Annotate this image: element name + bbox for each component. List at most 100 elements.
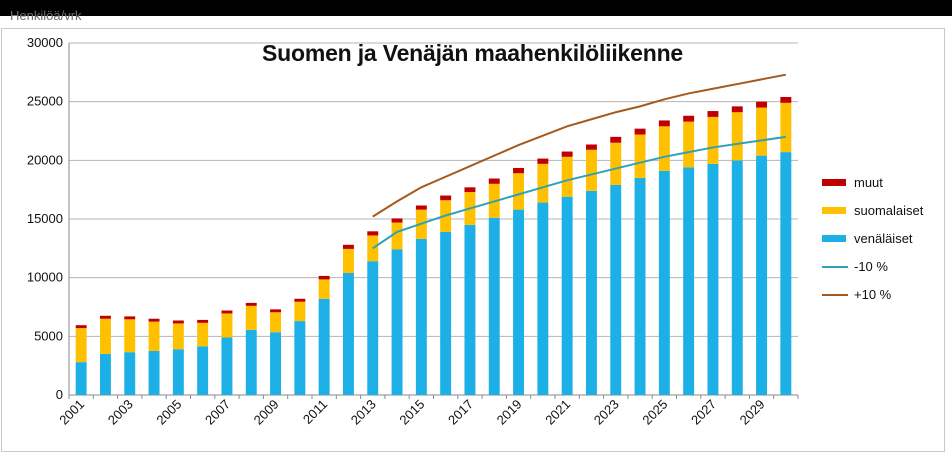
bar-muut-2003	[124, 316, 136, 320]
legend-item-minus-10: -10 %	[822, 258, 942, 276]
bar-muut-2014	[391, 218, 403, 223]
x-tick-label: 2003	[105, 397, 136, 428]
bar-ven-l-iset-2017	[464, 224, 476, 395]
x-tick-label: 2017	[445, 397, 476, 428]
x-tick-label: 2005	[153, 397, 184, 428]
bar-suomalaiset-2005	[172, 323, 184, 350]
top-bar	[0, 0, 952, 16]
y-tick-label: 30000	[27, 35, 63, 50]
bar-ven-l-iset-2023	[610, 184, 622, 395]
bar-muut-2001	[75, 325, 87, 329]
bar-suomalaiset-2012	[342, 248, 354, 273]
bar-suomalaiset-2014	[391, 222, 403, 250]
bar-ven-l-iset-2026	[683, 167, 695, 395]
bar-muut-2013	[367, 231, 379, 236]
bar-ven-l-iset-2003	[124, 352, 136, 395]
bar-ven-l-iset-2005	[172, 349, 184, 395]
x-tick-label: 2011	[300, 397, 330, 427]
bar-ven-l-iset-2001	[75, 362, 87, 395]
y-tick-label: 10000	[27, 270, 63, 285]
bar-suomalaiset-2024	[634, 134, 646, 178]
bar-ven-l-iset-2013	[367, 261, 379, 395]
legend-label-venalaiset: venäläiset	[854, 231, 913, 246]
x-tick-label: 2025	[639, 397, 670, 428]
bar-suomalaiset-2020	[537, 163, 549, 203]
legend-item-plus-10: +10 %	[822, 286, 942, 304]
bar-ven-l-iset-2010	[294, 321, 306, 395]
bar-ven-l-iset-2020	[537, 202, 549, 395]
y-axis-unit-label: Henkilöä/vrk	[10, 8, 82, 23]
y-tick-label: 0	[56, 387, 63, 402]
bar-muut-2002	[99, 315, 111, 319]
bar-muut-2006	[197, 319, 209, 323]
x-tick-label: 2007	[202, 397, 233, 428]
bar-ven-l-iset-2006	[197, 346, 209, 395]
legend-swatch-venalaiset	[822, 235, 846, 242]
y-tick-label: 15000	[27, 211, 63, 226]
y-tick-label: 20000	[27, 152, 63, 167]
bar-ven-l-iset-2015	[415, 238, 427, 395]
bar-muut-2017	[464, 187, 476, 193]
bar-suomalaiset-2027	[707, 116, 719, 164]
bar-ven-l-iset-2014	[391, 249, 403, 395]
bar-ven-l-iset-2028	[731, 160, 743, 395]
legend-swatch-muut	[822, 179, 846, 186]
bar-suomalaiset-2009	[270, 312, 282, 333]
bar-suomalaiset-2022	[585, 149, 597, 191]
bar-ven-l-iset-2007	[221, 337, 233, 395]
x-tick-label: 2015	[396, 397, 427, 428]
bar-ven-l-iset-2009	[270, 332, 282, 395]
line-minus-10	[372, 135, 786, 250]
bar-muut-2030	[780, 96, 792, 103]
bar-suomalaiset-2011	[318, 279, 330, 299]
bar-muut-2010	[294, 298, 306, 302]
legend-item-muut: muut	[822, 174, 942, 192]
x-tick-label: 2027	[688, 397, 719, 428]
bar-muut-2004	[148, 318, 160, 322]
bar-ven-l-iset-2018	[488, 217, 500, 395]
bar-suomalaiset-2002	[99, 318, 111, 354]
legend-label-suomalaiset: suomalaiset	[854, 203, 924, 218]
legend-item-venalaiset: venäläiset	[822, 230, 942, 248]
x-tick-label: 2021	[542, 397, 573, 428]
chart-frame	[1, 28, 945, 452]
bar-suomalaiset-2008	[245, 305, 257, 330]
y-tick-label: 5000	[34, 328, 63, 343]
line-plus-10	[372, 73, 787, 218]
legend-label-plus-10: +10 %	[854, 287, 892, 302]
bar-suomalaiset-2021	[561, 156, 573, 197]
bar-suomalaiset-2026	[683, 121, 695, 168]
y-tick-label: 25000	[27, 94, 63, 109]
bar-muut-2009	[270, 309, 282, 313]
bar-muut-2015	[415, 205, 427, 210]
bar-muut-2012	[342, 244, 354, 249]
legend-swatch-suomalaiset	[822, 207, 846, 214]
bar-muut-2023	[610, 136, 622, 143]
bar-suomalaiset-2006	[197, 322, 209, 347]
bar-ven-l-iset-2027	[707, 163, 719, 395]
bar-suomalaiset-2019	[513, 173, 525, 210]
bar-muut-2016	[440, 195, 452, 201]
legend-label-muut: muut	[854, 175, 883, 190]
legend-swatch-minus-10	[822, 266, 848, 268]
bar-muut-2025	[658, 120, 670, 127]
bar-muut-2011	[318, 275, 330, 280]
bar-muut-2005	[172, 320, 184, 324]
bar-muut-2027	[707, 111, 719, 117]
bar-ven-l-iset-2004	[148, 351, 160, 395]
bar-suomalaiset-2028	[731, 112, 743, 161]
bar-suomalaiset-2030	[780, 102, 792, 153]
x-tick-label: 2013	[348, 397, 379, 428]
bar-ven-l-iset-2024	[634, 177, 646, 395]
bar-ven-l-iset-2029	[756, 155, 768, 395]
bar-ven-l-iset-2016	[440, 231, 452, 395]
bar-muut-2019	[513, 167, 525, 174]
bar-suomalaiset-2007	[221, 313, 233, 338]
bar-ven-l-iset-2019	[513, 209, 525, 395]
bar-muut-2026	[683, 115, 695, 122]
bar-ven-l-iset-2011	[318, 298, 330, 395]
bar-suomalaiset-2004	[148, 321, 160, 351]
bar-muut-2021	[561, 151, 573, 157]
bar-suomalaiset-2001	[75, 328, 87, 363]
bar-ven-l-iset-2022	[585, 190, 597, 395]
